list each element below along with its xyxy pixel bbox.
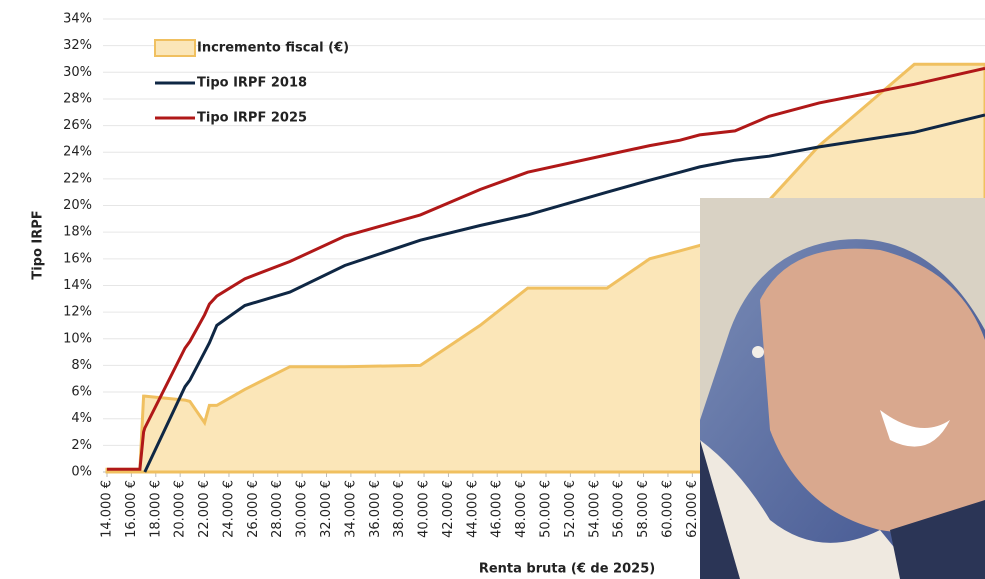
legend-swatch (155, 40, 195, 56)
y-tick-label: 26% (63, 118, 92, 133)
y-tick-label: 6% (71, 385, 92, 400)
x-tick-label: 28.000 € (270, 480, 285, 538)
y-tick-label: 24% (63, 145, 92, 160)
x-tick-label: 32.000 € (319, 480, 334, 538)
x-tick-label: 18.000 € (148, 480, 163, 538)
x-tick-label: 20.000 € (173, 480, 188, 538)
x-tick-label: 40.000 € (417, 480, 432, 538)
y-tick-label: 2% (71, 438, 92, 453)
photo (700, 198, 985, 579)
y-tick-label: 8% (71, 358, 92, 373)
legend: Incremento fiscal (€) Tipo IRPF 2018 Tipo … (155, 40, 349, 126)
x-tick-label: 30.000 € (295, 480, 310, 538)
x-tick-label: 14.000 € (100, 480, 115, 538)
x-tick-label: 58.000 € (636, 480, 651, 538)
y-tick-label: 18% (63, 225, 92, 240)
x-tick-label: 52.000 € (563, 480, 578, 538)
legend-label: Tipo IRPF 2025 (197, 111, 307, 126)
y-tick-label: 14% (63, 278, 92, 293)
y-tick-label: 16% (63, 251, 92, 266)
y-tick-label: 4% (71, 411, 92, 426)
legend-label: Tipo IRPF 2018 (197, 76, 307, 91)
x-tick-label: 50.000 € (539, 480, 554, 538)
x-tick-label: 54.000 € (587, 480, 602, 538)
x-axis-label: Renta bruta (€ de 2025) (479, 562, 655, 577)
y-tick-label: 12% (63, 305, 92, 320)
chart: 0% 2% 4% 6% 8% 10% 12% 14% 16% 18% 20% 22% 24% 26% 28%… (0, 0, 985, 579)
x-tick-label: 16.000 € (124, 480, 139, 538)
x-tick-label: 60.000 € (660, 480, 675, 538)
x-tick-label: 26.000 € (246, 480, 261, 538)
y-tick-label: 0% (71, 465, 92, 480)
x-tick-label: 22.000 € (197, 480, 212, 538)
legend-label: Incremento fiscal (€) (197, 41, 349, 56)
y-tick-label: 10% (63, 331, 92, 346)
x-tick-label: 62.000 € (685, 480, 700, 538)
y-tick-label: 22% (63, 171, 92, 186)
x-tick-label: 42.000 € (441, 480, 456, 538)
x-tick-label: 36.000 € (368, 480, 383, 538)
y-tick-label: 28% (63, 91, 92, 106)
x-tick-label: 56.000 € (612, 480, 627, 538)
x-tick-label: 38.000 € (392, 480, 407, 538)
x-tick-label: 46.000 € (490, 480, 505, 538)
y-tick-label: 30% (63, 65, 92, 80)
photo-earring (752, 346, 764, 358)
y-tick-label: 34% (63, 12, 92, 27)
y-tick-label: 20% (63, 198, 92, 213)
y-axis-label: Tipo IRPF (31, 210, 46, 279)
x-tick-label: 24.000 € (221, 480, 236, 538)
x-tick-label: 48.000 € (514, 480, 529, 538)
x-tick-label: 34.000 € (343, 480, 358, 538)
x-tick-label: 44.000 € (465, 480, 480, 538)
y-tick-label: 32% (63, 38, 92, 53)
